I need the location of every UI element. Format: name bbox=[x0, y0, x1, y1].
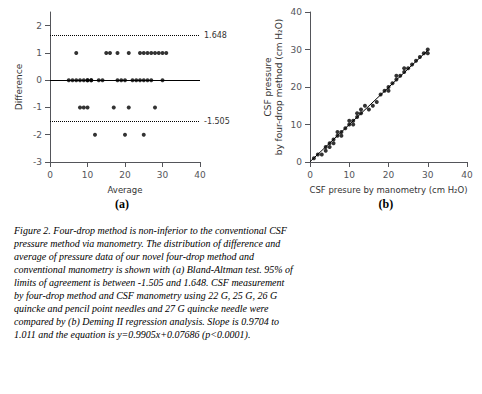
svg-text:-2: -2 bbox=[33, 130, 42, 140]
svg-text:1.011 and the equation is y=0.: 1.011 and the equation is y=0.9905x+0.07… bbox=[14, 329, 250, 341]
svg-text:-1: -1 bbox=[33, 102, 42, 112]
svg-text:-3: -3 bbox=[33, 157, 42, 167]
svg-text:40: 40 bbox=[461, 170, 473, 180]
svg-text:Difference: Difference bbox=[14, 63, 24, 110]
svg-text:30: 30 bbox=[422, 170, 434, 180]
svg-text:20: 20 bbox=[291, 82, 303, 92]
svg-text:0: 0 bbox=[296, 157, 302, 167]
svg-text:compared by (b) Deming II regr: compared by (b) Deming II regression ana… bbox=[14, 316, 279, 328]
svg-text:40: 40 bbox=[291, 7, 303, 17]
svg-text:10: 10 bbox=[344, 170, 356, 180]
svg-text:pressure method via manometry.: pressure method via manometry. The distr… bbox=[13, 238, 281, 249]
svg-text:limits of agreement is between: limits of agreement is between -1.505 an… bbox=[14, 277, 285, 288]
svg-text:0: 0 bbox=[36, 75, 42, 85]
svg-text:30: 30 bbox=[291, 45, 303, 55]
svg-text:Figure 2. Four-drop method is: Figure 2. Four-drop method is non-inferi… bbox=[13, 225, 288, 236]
svg-text:(b): (b) bbox=[379, 197, 394, 211]
svg-text:Average: Average bbox=[108, 185, 143, 195]
svg-text:20: 20 bbox=[383, 170, 395, 180]
svg-text:CSF pressure: CSF pressure bbox=[263, 57, 273, 116]
svg-text:20: 20 bbox=[119, 170, 131, 180]
svg-text:10: 10 bbox=[291, 120, 303, 130]
svg-text:(a): (a) bbox=[115, 197, 129, 211]
svg-text:average of pressure data of ou: average of pressure data of our novel fo… bbox=[14, 251, 255, 262]
svg-text:1: 1 bbox=[36, 48, 42, 58]
svg-text:10: 10 bbox=[82, 170, 94, 180]
svg-text:by four-drop method and CSF ma: by four-drop method and CSF manometry us… bbox=[14, 290, 277, 301]
svg-text:quincke and pencil point needl: quincke and pencil point needles and 27 … bbox=[14, 303, 269, 314]
svg-text:40: 40 bbox=[194, 170, 206, 180]
svg-text:2: 2 bbox=[36, 21, 42, 31]
svg-text:by four-drop method (cm H₂O): by four-drop method (cm H₂O) bbox=[274, 19, 284, 156]
svg-text:0: 0 bbox=[307, 170, 313, 180]
svg-text:1.648: 1.648 bbox=[204, 31, 227, 40]
svg-text:30: 30 bbox=[157, 170, 169, 180]
svg-text:CSF presure by manometry (cm H: CSF presure by manometry (cm H₂O) bbox=[310, 185, 468, 195]
svg-text:0: 0 bbox=[47, 170, 53, 180]
svg-text:-1.505: -1.505 bbox=[204, 117, 230, 126]
svg-text:conventional manometry is show: conventional manometry is shown with (a)… bbox=[14, 264, 294, 276]
